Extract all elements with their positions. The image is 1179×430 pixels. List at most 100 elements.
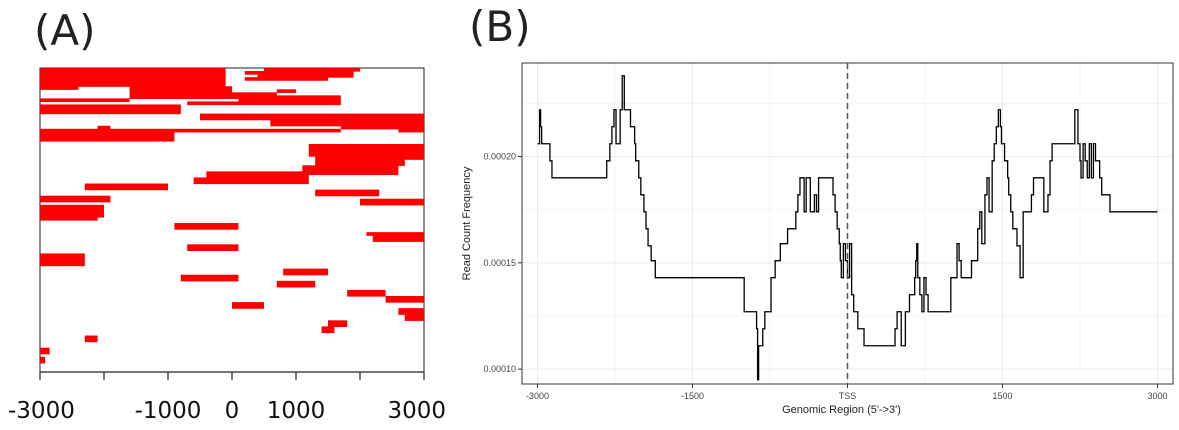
heatmap-segment <box>84 335 98 340</box>
y-axis-title: Read Count Frequency <box>461 166 473 280</box>
heatmap-segment <box>200 116 424 121</box>
heatmap-segment <box>385 296 424 300</box>
heatmap-segment <box>270 122 341 127</box>
panel-a-heatmap: -3000 -1000 0 1000 3000 <box>8 67 446 424</box>
heatmap-segment <box>40 98 130 103</box>
heatmap-segment <box>40 68 226 72</box>
heatmap-segment <box>180 274 239 279</box>
heatmap-segment <box>40 259 85 264</box>
heatmap-segment <box>84 183 168 188</box>
x-tick-label: -3000 <box>526 391 549 401</box>
heatmap-segment <box>40 107 181 112</box>
heatmap-segment <box>40 128 341 133</box>
heatmap-segment <box>385 299 424 303</box>
heatmap-segment <box>40 253 85 258</box>
heatmap-segment <box>200 113 424 118</box>
heatmap-segment <box>129 86 232 90</box>
heatmap-segment <box>40 77 226 81</box>
heatmap-segment <box>40 359 46 364</box>
heatmap-segment <box>276 280 316 285</box>
heatmap-segment <box>302 168 399 172</box>
heatmap-segment <box>40 134 175 139</box>
heatmap-segment <box>40 195 111 200</box>
heatmap-segment <box>40 213 104 218</box>
heatmap-segment <box>366 232 424 236</box>
heatmap-segment <box>302 165 399 169</box>
heatmap-segment <box>180 277 239 282</box>
y-tick-label: 0.00015 <box>483 258 516 268</box>
x-tick-label: -3000 <box>8 398 75 424</box>
heatmap-segment <box>283 271 328 276</box>
heatmap-segment <box>340 125 424 130</box>
heatmap-segment <box>276 283 316 288</box>
heatmap-segment <box>232 305 264 309</box>
heatmap-segment <box>84 186 168 191</box>
heatmap-segment <box>97 131 175 136</box>
heatmap-segment <box>40 256 85 261</box>
heatmap-segment <box>244 71 354 75</box>
heatmap-segment <box>193 177 309 182</box>
heatmap-segment <box>398 128 424 133</box>
heatmap-segment <box>97 125 111 130</box>
panel-a-label: (A) <box>34 6 96 55</box>
heatmap-segment <box>398 311 424 315</box>
heatmap-segment <box>315 192 380 197</box>
heatmap-segment <box>398 308 424 312</box>
heatmap-segment <box>264 68 360 72</box>
panel-b-line-chart: -3000 -1500 TSS 1500 3000 0.00010 0.00015 0.000… <box>461 62 1174 416</box>
heatmap-segment <box>372 235 424 239</box>
heatmap-segment <box>340 122 424 127</box>
heatmap-segment <box>206 174 309 179</box>
heatmap-segment <box>40 207 104 212</box>
heatmap-segment <box>40 80 226 84</box>
heatmap-segment <box>270 119 341 124</box>
heatmap-segment <box>40 110 181 115</box>
heatmap-segment <box>315 156 424 160</box>
heatmap-segment <box>40 71 226 75</box>
heatmap-segment <box>308 153 424 157</box>
heatmap-segment <box>232 302 264 306</box>
heatmap-segment <box>404 314 424 318</box>
heatmap-segment <box>40 83 226 87</box>
heatmap-segment <box>238 98 341 103</box>
x-tick-label: 1000 <box>267 398 326 424</box>
heatmap-segment <box>40 131 98 136</box>
x-tick-label: 3000 <box>387 398 446 424</box>
heatmap-segment <box>187 244 239 248</box>
heatmap-segment <box>187 247 239 251</box>
heatmap-segment <box>40 216 98 221</box>
x-axis-title: Genomic Region (5'->3') <box>782 404 901 416</box>
heatmap-segment <box>347 289 386 294</box>
x-tick-label: 3000 <box>1147 391 1167 401</box>
heatmap-segment <box>328 323 348 327</box>
heatmap-segment <box>40 347 50 352</box>
heatmap-segment <box>315 159 405 163</box>
heatmap-segment <box>308 144 424 148</box>
heatmap-segment <box>174 226 239 230</box>
heatmap-segment <box>40 210 104 215</box>
x-tick-label: 1500 <box>992 391 1012 401</box>
heatmap-segment <box>174 223 239 227</box>
heatmap-segment <box>40 262 85 267</box>
heatmap-segment <box>257 74 354 78</box>
heatmap-segment <box>340 119 424 124</box>
heatmap-segment <box>40 356 46 361</box>
x-tick-label: -1500 <box>681 391 704 401</box>
heatmap-segment <box>321 329 335 334</box>
heatmap-segment <box>40 137 175 142</box>
heatmap-segment <box>40 86 79 90</box>
heatmap-segment <box>40 350 50 355</box>
x-tick-label: 0 <box>225 398 240 424</box>
panel-b-label: (B) <box>469 2 531 51</box>
heatmap-segment <box>315 189 380 194</box>
x-tick-label: TSS <box>839 391 857 401</box>
heatmap-segment <box>283 268 328 273</box>
heatmap-segment <box>129 89 232 93</box>
heatmap-segment <box>40 204 104 209</box>
heatmap-segment <box>40 198 111 203</box>
heatmap-segment <box>84 338 98 343</box>
heatmap-segment <box>40 74 226 78</box>
y-tick-label: 0.00010 <box>483 364 516 374</box>
heatmap-segment <box>360 201 424 206</box>
heatmap-segment <box>244 77 328 81</box>
